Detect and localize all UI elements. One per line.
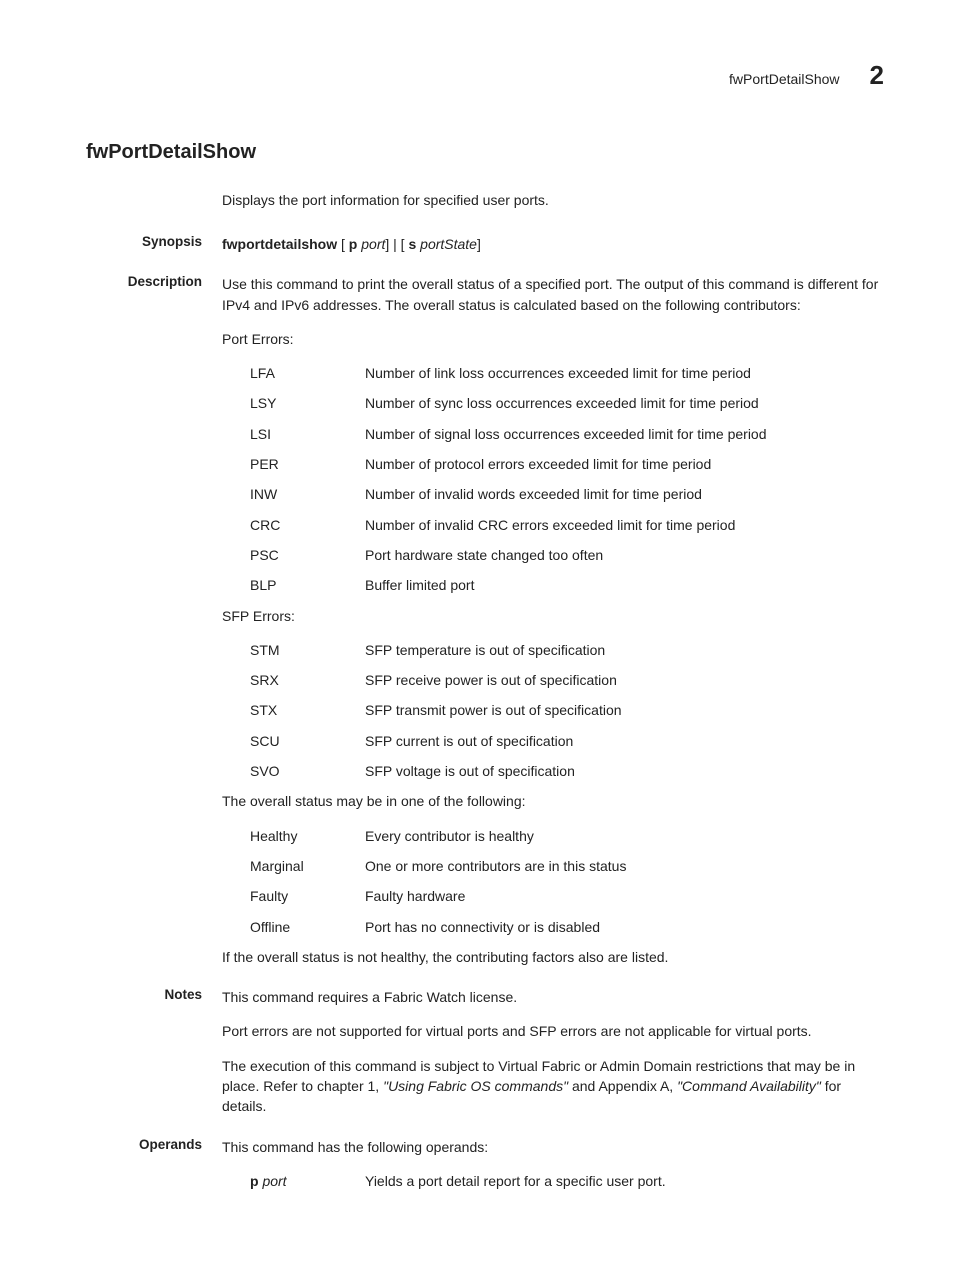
definition-row: PSCPort hardware state changed too often [250, 545, 884, 565]
header-title: fwPortDetailShow [729, 71, 840, 87]
synopsis-command: fwportdetailshow [ p port] | [ s portSta… [222, 236, 481, 252]
definition-row: BLPBuffer limited port [250, 575, 884, 595]
definition-row: FaultyFaulty hardware [250, 886, 884, 906]
definition-term: STM [250, 640, 365, 660]
definition-row: SVOSFP voltage is out of specification [250, 761, 884, 781]
synopsis-section: Synopsis fwportdetailshow [ p port] | [ … [70, 234, 884, 254]
operand-term: p port [250, 1171, 365, 1191]
definition-desc: Faulty hardware [365, 886, 884, 906]
status-list: HealthyEvery contributor is healthyMargi… [250, 826, 884, 937]
definition-row: LSINumber of signal loss occurrences exc… [250, 424, 884, 444]
definition-term: LSI [250, 424, 365, 444]
definition-row: MarginalOne or more contributors are in … [250, 856, 884, 876]
definition-row: LSYNumber of sync loss occurrences excee… [250, 393, 884, 413]
notes-section: Notes This command requires a Fabric Wat… [70, 987, 884, 1116]
notes-p3: The execution of this command is subject… [222, 1056, 884, 1117]
definition-term: LSY [250, 393, 365, 413]
definition-row: HealthyEvery contributor is healthy [250, 826, 884, 846]
definition-desc: Every contributor is healthy [365, 826, 884, 846]
definition-desc: SFP voltage is out of specification [365, 761, 884, 781]
definition-term: Marginal [250, 856, 365, 876]
definition-desc: SFP receive power is out of specificatio… [365, 670, 884, 690]
definition-desc: One or more contributors are in this sta… [365, 856, 884, 876]
definition-term: SRX [250, 670, 365, 690]
definition-term: Offline [250, 917, 365, 937]
definition-term: Healthy [250, 826, 365, 846]
definition-term: PSC [250, 545, 365, 565]
definition-row: OfflinePort has no connectivity or is di… [250, 917, 884, 937]
definition-term: CRC [250, 515, 365, 535]
notes-p2: Port errors are not supported for virtua… [222, 1021, 884, 1041]
definition-desc: SFP transmit power is out of specificati… [365, 700, 884, 720]
definition-desc: Number of invalid words exceeded limit f… [365, 484, 884, 504]
definition-term: INW [250, 484, 365, 504]
operands-intro: This command has the following operands: [222, 1137, 884, 1157]
page-header: fwPortDetailShow 2 [70, 60, 884, 91]
definition-row: SRXSFP receive power is out of specifica… [250, 670, 884, 690]
operand-row: p portYields a port detail report for a … [250, 1171, 884, 1191]
definition-desc: Number of signal loss occurrences exceed… [365, 424, 884, 444]
definition-term: PER [250, 454, 365, 474]
operand-desc: Yields a port detail report for a specif… [365, 1171, 884, 1191]
description-section: Description Use this command to print th… [70, 274, 884, 967]
definition-term: SVO [250, 761, 365, 781]
definition-term: LFA [250, 363, 365, 383]
operands-section: Operands This command has the following … [70, 1137, 884, 1202]
definition-row: PERNumber of protocol errors exceeded li… [250, 454, 884, 474]
definition-row: LFANumber of link loss occurrences excee… [250, 363, 884, 383]
sfp-errors-list: STMSFP temperature is out of specificati… [250, 640, 884, 781]
definition-row: STMSFP temperature is out of specificati… [250, 640, 884, 660]
definition-row: CRCNumber of invalid CRC errors exceeded… [250, 515, 884, 535]
definition-desc: Number of protocol errors exceeded limit… [365, 454, 884, 474]
operands-list: p portYields a port detail report for a … [222, 1171, 884, 1191]
definition-desc: Buffer limited port [365, 575, 884, 595]
definition-row: SCUSFP current is out of specification [250, 731, 884, 751]
definition-desc: Number of sync loss occurrences exceeded… [365, 393, 884, 413]
definition-row: INWNumber of invalid words exceeded limi… [250, 484, 884, 504]
definition-desc: Port hardware state changed too often [365, 545, 884, 565]
description-closing: If the overall status is not healthy, th… [222, 947, 884, 967]
operands-label: Operands [70, 1137, 222, 1202]
chapter-number: 2 [870, 60, 884, 91]
definition-term: STX [250, 700, 365, 720]
definition-row: STXSFP transmit power is out of specific… [250, 700, 884, 720]
sfp-errors-head: SFP Errors: [222, 606, 884, 626]
description-label: Description [70, 274, 222, 967]
definition-term: BLP [250, 575, 365, 595]
notes-p1: This command requires a Fabric Watch lic… [222, 987, 884, 1007]
port-errors-head: Port Errors: [222, 329, 884, 349]
page-title: fwPortDetailShow [86, 141, 884, 164]
synopsis-label: Synopsis [70, 234, 222, 254]
definition-term: SCU [250, 731, 365, 751]
description-text: Use this command to print the overall st… [222, 274, 884, 315]
definition-term: Faulty [250, 886, 365, 906]
definition-desc: SFP temperature is out of specification [365, 640, 884, 660]
definition-desc: Number of invalid CRC errors exceeded li… [365, 515, 884, 535]
definition-desc: Number of link loss occurrences exceeded… [365, 363, 884, 383]
definition-desc: SFP current is out of specification [365, 731, 884, 751]
status-head: The overall status may be in one of the … [222, 791, 884, 811]
definition-desc: Port has no connectivity or is disabled [365, 917, 884, 937]
intro-text: Displays the port information for specif… [222, 192, 884, 208]
port-errors-list: LFANumber of link loss occurrences excee… [250, 363, 884, 595]
notes-label: Notes [70, 987, 222, 1116]
